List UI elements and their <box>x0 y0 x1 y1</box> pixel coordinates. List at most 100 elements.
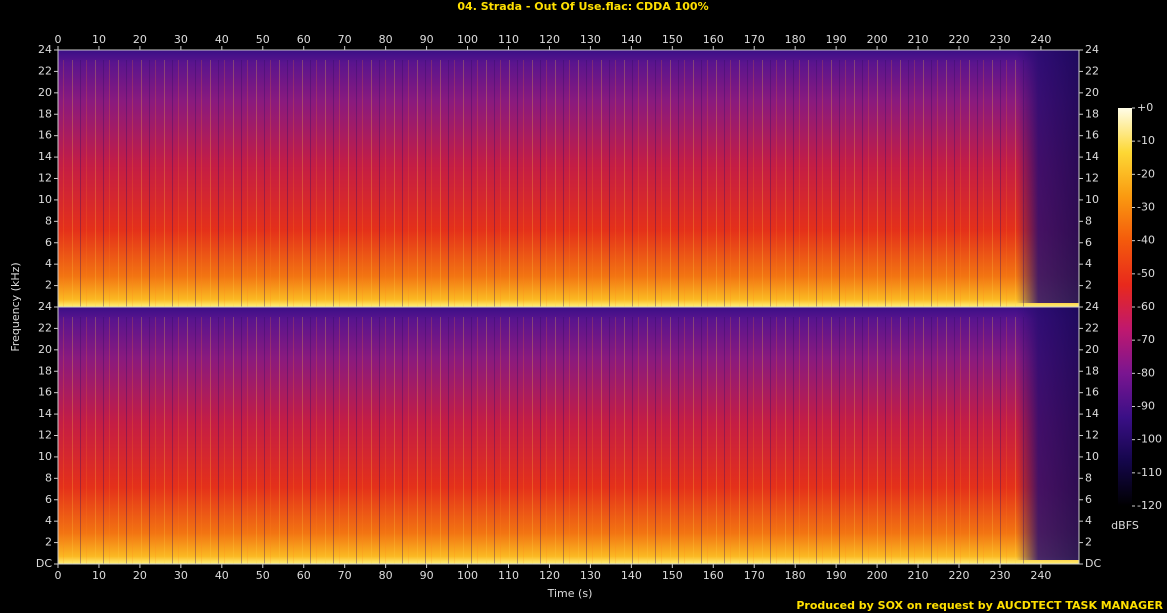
y-tick-label: 6 <box>45 493 52 506</box>
y-tick-label: 12 <box>38 172 52 185</box>
x-tick-label: 150 <box>662 569 683 582</box>
x-tick-label: 120 <box>539 33 560 46</box>
x-tick-label: 50 <box>256 33 270 46</box>
x-tick-label: 140 <box>621 33 642 46</box>
x-tick-label: 20 <box>133 33 147 46</box>
x-tick-label: 160 <box>703 33 724 46</box>
y-tick-label: 8 <box>45 471 52 484</box>
colorbar-tick-label: -10 <box>1137 134 1155 147</box>
x-tick-label: 110 <box>498 33 519 46</box>
colorbar-tick-label: -70 <box>1137 333 1155 346</box>
x-tick-label: 0 <box>55 569 62 582</box>
spectrogram-streaks <box>58 317 1025 564</box>
y-tick-label: 4 <box>45 514 52 527</box>
y-tick-label: 4 <box>1085 514 1092 527</box>
x-tick-label: 130 <box>580 33 601 46</box>
x-tick-label: 60 <box>297 569 311 582</box>
x-tick-label: 60 <box>297 33 311 46</box>
x-tick-label: 30 <box>174 33 188 46</box>
x-tick-label: 170 <box>744 569 765 582</box>
x-tick-label: 10 <box>92 569 106 582</box>
colorbar-tick-label: -30 <box>1137 201 1155 214</box>
y-tick-label: 12 <box>1085 429 1099 442</box>
y-tick-label: 22 <box>1085 321 1099 334</box>
y-tick-label: 20 <box>38 86 52 99</box>
colorbar-tick-label: -20 <box>1137 167 1155 180</box>
chart-title: 04. Strada - Out Of Use.flac: CDDA 100% <box>457 0 708 13</box>
x-tick-label: 90 <box>420 569 434 582</box>
x-tick-label: 120 <box>539 569 560 582</box>
y-tick-label: 24 <box>38 300 52 313</box>
y-tick-label: 18 <box>38 364 52 377</box>
y-tick-label: 24 <box>38 43 52 56</box>
y-tick-label: 24 <box>1085 300 1099 313</box>
y-tick-label: 20 <box>38 343 52 356</box>
y-tick-label: 18 <box>1085 364 1099 377</box>
spectrogram-fade <box>1016 307 1079 560</box>
footer: Produced by SOX on request by AUCDTECT T… <box>796 599 1163 612</box>
y-tick-label: 24 <box>1085 43 1099 56</box>
y-tick-label: 8 <box>1085 214 1092 227</box>
x-tick-label: 100 <box>457 33 478 46</box>
x-tick-label: 230 <box>989 569 1010 582</box>
y-tick-label: DC <box>1085 557 1101 570</box>
x-tick-label: 140 <box>621 569 642 582</box>
y-tick-label: 20 <box>1085 343 1099 356</box>
y-tick-label: 6 <box>1085 493 1092 506</box>
y-tick-label: 16 <box>1085 129 1099 142</box>
y-tick-label: 12 <box>38 429 52 442</box>
y-tick-label: 10 <box>1085 450 1099 463</box>
y-tick-label: 22 <box>38 64 52 77</box>
x-tick-label: 190 <box>826 569 847 582</box>
x-tick-label: 170 <box>744 33 765 46</box>
x-tick-label: 40 <box>215 33 229 46</box>
spectrogram-streaks <box>58 60 1025 307</box>
x-tick-label: 180 <box>785 33 806 46</box>
colorbar-tick-label: -80 <box>1137 366 1155 379</box>
x-tick-label: 100 <box>457 569 478 582</box>
y-tick-label: 4 <box>1085 257 1092 270</box>
x-tick-label: 80 <box>379 569 393 582</box>
x-tick-label: 20 <box>133 569 147 582</box>
x-tick-label: 190 <box>826 33 847 46</box>
y-tick-label: 8 <box>1085 471 1092 484</box>
x-tick-label: 200 <box>867 33 888 46</box>
y-tick-label: 22 <box>38 321 52 334</box>
x-tick-label: 70 <box>338 569 352 582</box>
x-tick-label: 10 <box>92 33 106 46</box>
y-tick-label: 10 <box>38 193 52 206</box>
y-tick-label: 22 <box>1085 64 1099 77</box>
colorbar-tick-label: -120 <box>1137 499 1162 512</box>
y-tick-label: 16 <box>38 386 52 399</box>
y-tick-label: 2 <box>45 279 52 292</box>
x-tick-label: 90 <box>420 33 434 46</box>
x-tick-label: 160 <box>703 569 724 582</box>
y-tick-label: 14 <box>38 150 52 163</box>
y-tick-label: 16 <box>1085 386 1099 399</box>
y-tick-label: 14 <box>1085 150 1099 163</box>
y-tick-label: 12 <box>1085 172 1099 185</box>
colorbar-tick-label: -100 <box>1137 433 1162 446</box>
x-tick-label: 130 <box>580 569 601 582</box>
y-tick-label: 4 <box>45 257 52 270</box>
x-axis-label: Time (s) <box>547 587 593 600</box>
x-tick-label: 240 <box>1030 569 1051 582</box>
colorbar-tick-label: -40 <box>1137 234 1155 247</box>
y-tick-label: 18 <box>38 107 52 120</box>
y-tick-label: 10 <box>38 450 52 463</box>
x-tick-label: 200 <box>867 569 888 582</box>
y-tick-label: 6 <box>1085 236 1092 249</box>
colorbar-tick-label: -50 <box>1137 267 1155 280</box>
x-tick-label: 110 <box>498 569 519 582</box>
colorbar-label: dBFS <box>1111 519 1139 532</box>
x-tick-label: 30 <box>174 569 188 582</box>
colorbar-tick-label: -110 <box>1137 466 1162 479</box>
y-tick-label: 20 <box>1085 86 1099 99</box>
y-tick-label: 2 <box>1085 536 1092 549</box>
y-tick-label: 18 <box>1085 107 1099 120</box>
colorbar-tick-label: -90 <box>1137 400 1155 413</box>
spectrogram-fade <box>1016 50 1079 303</box>
colorbar <box>1118 108 1132 506</box>
